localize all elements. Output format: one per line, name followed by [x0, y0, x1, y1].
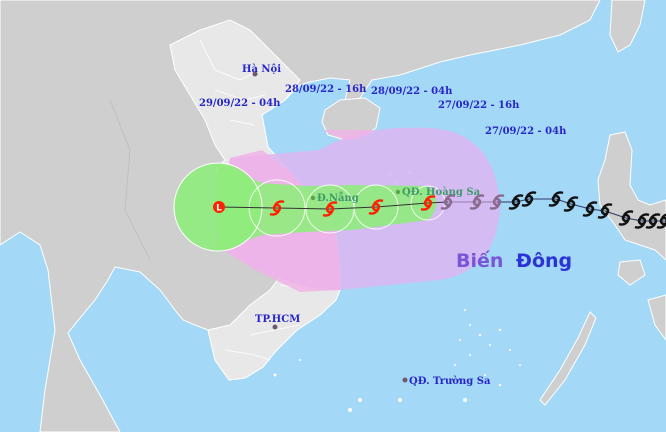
- danang-label: Đ.Nẵng: [317, 192, 359, 204]
- timestamp-label: 27/09/22 - 04h: [485, 126, 567, 137]
- sea-label-part2: Đông: [516, 250, 572, 272]
- sea-label-part1: Biến: [456, 249, 503, 272]
- hainan-warning-zone: [322, 130, 376, 140]
- timestamp-label: 27/09/22 - 16h: [438, 100, 520, 111]
- timestamp-label: 29/09/22 - 04h: [199, 98, 281, 109]
- timestamp-label: 28/09/22 - 16h: [285, 84, 367, 95]
- hanoi-label: Hà Nội: [242, 64, 281, 75]
- philippines-island-south: [647, 294, 666, 341]
- hanoi-marker: [252, 71, 258, 77]
- svg-text:L: L: [216, 204, 222, 214]
- hcm-marker: [272, 324, 278, 330]
- low-pressure-icon: L: [213, 201, 225, 214]
- taiwan-island: [609, 0, 646, 53]
- hcm-label: TP.HCM: [255, 314, 300, 325]
- palawan-island: [539, 311, 597, 406]
- timestamp-label: 28/09/22 - 04h: [371, 86, 453, 97]
- hoangsa-label: QĐ. Hoàng Sa: [402, 187, 481, 198]
- philippines-island: [617, 259, 646, 286]
- danang-marker: [310, 195, 316, 201]
- hoangsa-marker: [395, 189, 401, 195]
- truongsa-label: QĐ. Trường Sa: [409, 376, 491, 387]
- truongsa-marker: [402, 377, 408, 383]
- sea-label: Biến Đông: [456, 249, 572, 272]
